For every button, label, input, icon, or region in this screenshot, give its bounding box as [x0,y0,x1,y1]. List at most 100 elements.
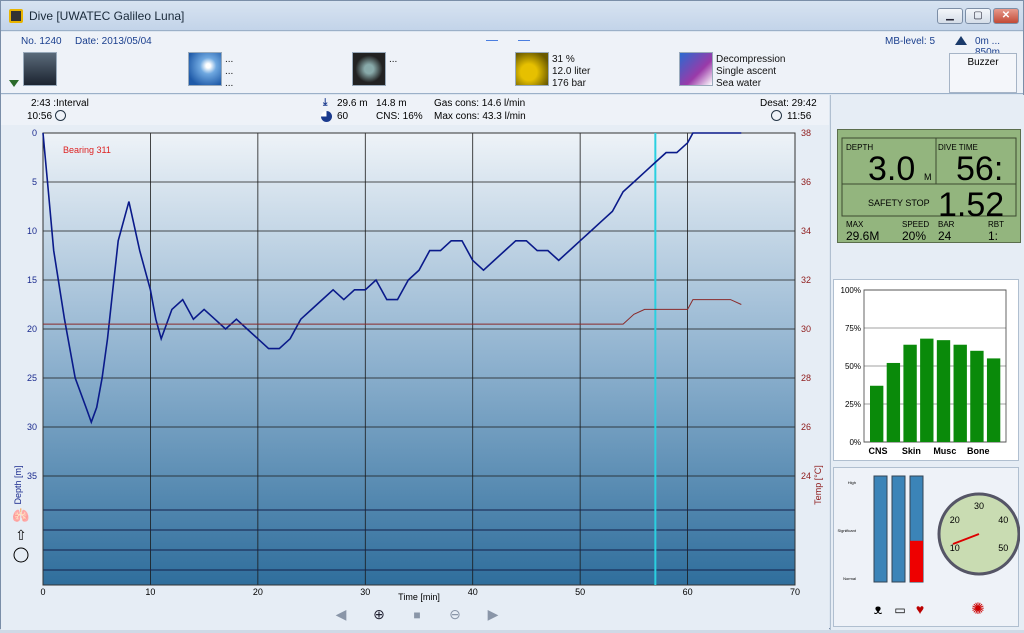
tissue-category-label: Musc [933,446,956,456]
temp-line [43,299,742,325]
tissue-bar [870,385,884,442]
title-bar: Dive [UWATEC Galileo Luna] ▁ ▢ ✕ [1,1,1023,31]
x-tick-label: 10 [145,587,155,597]
dial-tick-label: 40 [998,515,1008,525]
clock-icon [55,110,66,121]
duration-icon [321,111,332,122]
lcd-depth-unit: M [924,172,932,182]
next-button[interactable]: ▶ [488,606,499,622]
lcd-safety-value: 1.52 [938,186,1004,224]
x-tick-label: 0 [40,587,45,597]
y-tick-label: 15 [27,275,37,285]
zoom-in-button[interactable]: ⊕ [373,606,385,622]
tissue-category-label: CNS [868,446,887,456]
tube-icon[interactable]: ᴥ [874,601,883,617]
x-tick-label: 70 [790,587,800,597]
x-tick-label: 20 [253,587,263,597]
plot-background [43,133,795,585]
tissue-bar [970,350,984,442]
dive-type-icon[interactable] [679,52,713,86]
tissue-category-label: Skin [902,446,921,456]
dial-tick-label: 10 [950,543,960,553]
lcd-safety-label: SAFETY STOP [868,198,930,208]
x-tick-label: 30 [360,587,370,597]
end-time: 11:56 [787,111,812,122]
lcd-max-value: 29.6M [846,229,879,243]
y-tick-label: 30 [27,422,37,432]
ascent-icon[interactable]: ⇧ [15,527,27,543]
app-icon [9,9,23,23]
dial-tick-label: 30 [974,501,984,511]
avg-depth: 14.8 m [376,98,407,109]
interval-time: 2:43 :Interval [31,98,89,109]
end-clock-icon [771,110,782,121]
time-icon[interactable] [13,547,29,563]
tissue-tick-label: 50% [845,362,861,371]
close-button[interactable]: ✕ [993,8,1019,24]
camera-line: ... [389,54,398,65]
lcd-divetime-value: 56: [956,150,1003,188]
tissue-tick-label: 25% [845,400,861,409]
buzzer-button[interactable]: Buzzer [949,53,1017,93]
y2-tick-label: 26 [801,422,811,432]
plot-frame [42,132,796,586]
lcd-depth-value: 3.0 [868,150,915,188]
x-tick-label: 60 [683,587,693,597]
dive-profile-chart[interactable]: 0 10 20 30 40 50 60 70 0 5 10 15 20 25 30 35 38 36 34 32 30 2… [1,125,829,630]
altitude-range: 0m ... 850m [975,36,1001,58]
weather-icon[interactable] [188,52,222,86]
desat-time: Desat: 29:42 [760,98,817,109]
tissue-tick-label: 0% [849,438,861,447]
stop-button[interactable]: ■ [413,608,420,622]
lungs-red-icon[interactable]: ✺ [971,601,984,618]
lcd-speed-label: SPEED [902,220,929,229]
gauge-panel: High Significant Normal 10 20 30 40 50 ᴥ ▭ ♥ ✺ [833,467,1021,627]
level-label: Significant [838,528,857,533]
y2-tick-label: 36 [801,177,811,187]
lcd-speed-value: 20% [902,229,926,243]
dive-header: No. 1240 Date: 2013/05/04 MB-level: 5 0m… [1,32,1023,94]
level-tube [873,475,888,583]
clock-start: 10:56 [27,111,53,122]
gas-volume: 12.0 liter [552,66,591,77]
x-axis-label: Time [min] [398,592,440,602]
y-tick-label: 20 [27,324,37,334]
tissue-category-label: Bone [967,446,990,456]
computer-lcd: DEPTH 3.0 M DIVE TIME 56: SAFETY STOP 1.… [837,129,1021,243]
dive-number: No. 1240 [21,36,62,47]
expand-arrow-icon[interactable] [9,80,19,87]
duration: 60 [337,111,349,122]
divers-photo[interactable] [23,52,57,86]
y-tick-label: 0 [32,128,37,138]
lungs-icon[interactable]: 🫁 [12,507,30,523]
zoom-out-button[interactable]: ⊖ [449,606,461,622]
lcd-safety-box [841,183,1017,217]
window-title: Dive [UWATEC Galileo Luna] [29,9,185,23]
y2-tick-label: 24 [801,471,811,481]
maximize-button[interactable]: ▢ [965,8,991,24]
y2-tick-label: 32 [801,275,811,285]
heart-icon[interactable]: ♥ [916,601,924,617]
cns-value: CNS: 16% [376,111,423,122]
prev-button[interactable]: ◀ [336,606,347,622]
camera-icon[interactable] [352,52,386,86]
tissue-panel: 100% 75% 50% 25% 0% CNS Skin Musc Bone [833,279,1019,461]
tank-icon[interactable] [515,52,549,86]
lcd-divetime-label: DIVE TIME [938,143,978,152]
tissue-bar [886,362,901,442]
bearing-annotation: Bearing 311 [63,145,111,155]
y-tick-label: 5 [32,177,37,187]
lcd-bar-label: BAR [938,220,955,229]
divider-mark [486,40,498,41]
tissue-chart[interactable]: 100% 75% 50% 25% 0% CNS Skin Musc Bone [834,280,1020,462]
depth-line [42,132,742,425]
battery-icon[interactable]: ▭ [894,603,905,617]
y-axis-label: Depth [m] [13,465,23,504]
lcd-rbt-label: RBT [988,220,1004,229]
y-tick-label: 35 [27,471,37,481]
tissue-bar [936,340,951,442]
dive-date: Date: 2013/05/04 [75,36,152,47]
lcd-bar-value: 24 [938,229,952,243]
gas-pressure: 176 bar [552,78,586,89]
minimize-button[interactable]: ▁ [937,8,963,24]
